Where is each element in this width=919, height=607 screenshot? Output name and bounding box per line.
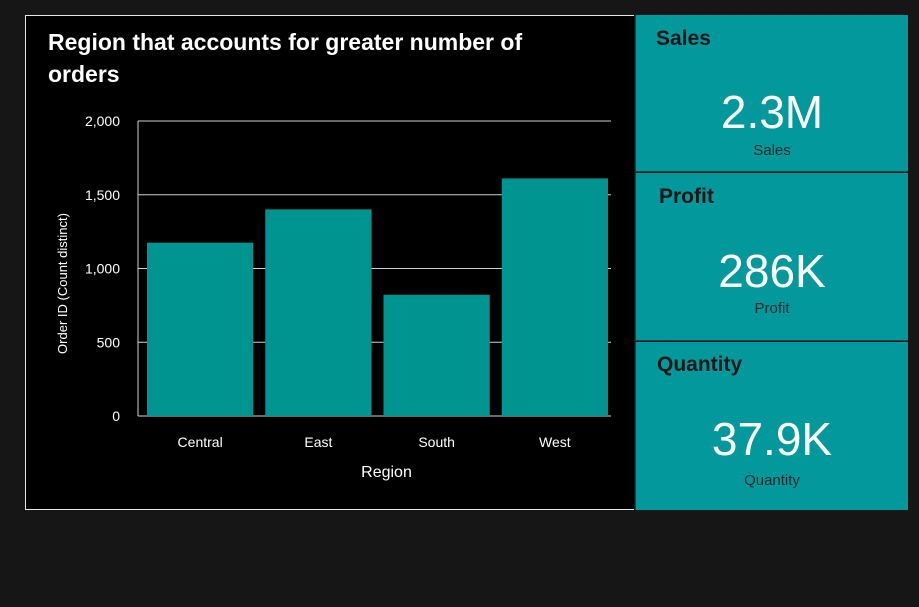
x-tick-label: Central xyxy=(178,434,223,450)
y-tick-label: 1,000 xyxy=(85,261,120,277)
kpi-quantity-value: 37.9K xyxy=(711,413,833,465)
y-tick-label: 0 xyxy=(112,408,120,424)
x-tick-label: South xyxy=(418,434,455,450)
x-tick-label: West xyxy=(539,434,571,450)
y-tick-label: 1,500 xyxy=(85,187,120,203)
chart-title: Region that accounts for greater number … xyxy=(48,29,523,87)
bar-west xyxy=(501,178,608,416)
kpi-profit-card[interactable]: Profit 286K Profit xyxy=(635,173,908,341)
kpi-sales-card[interactable]: Sales 2.3M Sales xyxy=(635,15,908,172)
kpi-sales-title: Sales xyxy=(656,27,711,50)
chart-panel: Region that accounts for greater number … xyxy=(25,15,634,510)
kpi-sales-label: Sales xyxy=(753,142,791,159)
bar-chart: 0 500 1,000 1,500 2,000 Central East South West R… xyxy=(55,113,611,481)
y-tick-label: 500 xyxy=(97,334,121,350)
bar-south xyxy=(383,294,490,416)
x-axis-title: Region xyxy=(361,464,412,481)
kpi-profit-label: Profit xyxy=(754,300,790,317)
kpi-quantity-title: Quantity xyxy=(657,353,743,376)
kpi-profit-value: 286K xyxy=(718,245,826,297)
kpi-profit-title: Profit xyxy=(659,185,714,208)
kpi-sales-value: 2.3M xyxy=(720,86,824,138)
y-tick-label: 2,000 xyxy=(85,113,120,129)
bar-central xyxy=(147,242,254,416)
kpi-quantity-label: Quantity xyxy=(744,472,800,489)
x-tick-label: East xyxy=(304,434,332,450)
kpi-quantity-card[interactable]: Quantity 37.9K Quantity xyxy=(635,342,908,510)
bar-east xyxy=(265,209,372,416)
y-axis-title: Order ID (Count distinct) xyxy=(55,213,70,354)
